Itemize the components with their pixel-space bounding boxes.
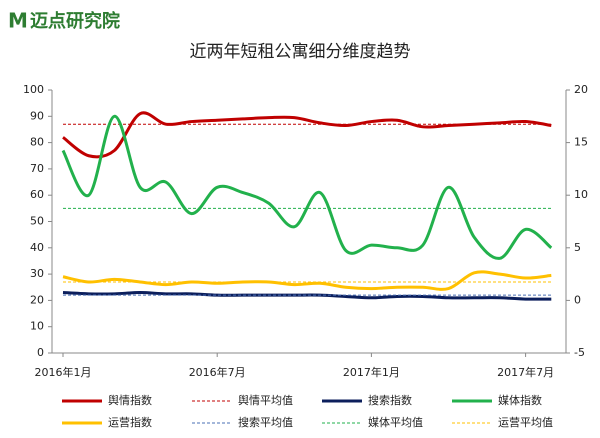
series-line: [61, 114, 553, 260]
legend-label: 舆情平均值: [238, 393, 293, 407]
y2-tick-label: 10: [574, 188, 588, 201]
x-tick-label: 2016年7月: [189, 365, 246, 379]
y-tick-label: 40: [30, 241, 44, 254]
y-tick-label: 20: [30, 293, 44, 306]
y2-tick-label: 20: [574, 83, 588, 96]
legend-label: 媒体平均值: [368, 415, 423, 429]
legend-label: 运营指数: [108, 415, 152, 429]
y-tick-label: 70: [30, 162, 44, 175]
series-line: [62, 111, 552, 159]
y2-tick-label: 0: [574, 293, 581, 306]
y-tick-label: 50: [30, 215, 44, 228]
legend-label: 搜索指数: [368, 393, 412, 407]
y-tick-label: 30: [30, 267, 44, 280]
legend-label: 媒体指数: [498, 393, 542, 407]
legend-label: 舆情指数: [108, 393, 152, 407]
logo: 迈点研究院: [30, 10, 120, 32]
y2-tick-label: -5: [574, 346, 585, 359]
legend-label: 搜索平均值: [238, 415, 293, 429]
series-line: [62, 270, 552, 291]
x-tick-label: 2016年1月: [35, 365, 92, 379]
y-tick-label: 10: [30, 320, 44, 333]
x-tick-label: 2017年7月: [497, 365, 554, 379]
logo-icon: M: [8, 9, 28, 33]
y2-tick-label: 15: [574, 136, 588, 149]
x-tick-label: 2017年1月: [343, 365, 400, 379]
y2-tick-label: 5: [574, 241, 581, 254]
y-tick-label: 60: [30, 188, 44, 201]
legend-label: 运营平均值: [498, 415, 553, 429]
y-tick-label: 0: [37, 346, 44, 359]
y-tick-label: 100: [23, 83, 44, 96]
y-tick-label: 80: [30, 136, 44, 149]
series-line: [62, 291, 552, 301]
chart-title: 近两年短租公寓细分维度趋势: [190, 42, 411, 62]
y-tick-label: 90: [30, 109, 44, 122]
